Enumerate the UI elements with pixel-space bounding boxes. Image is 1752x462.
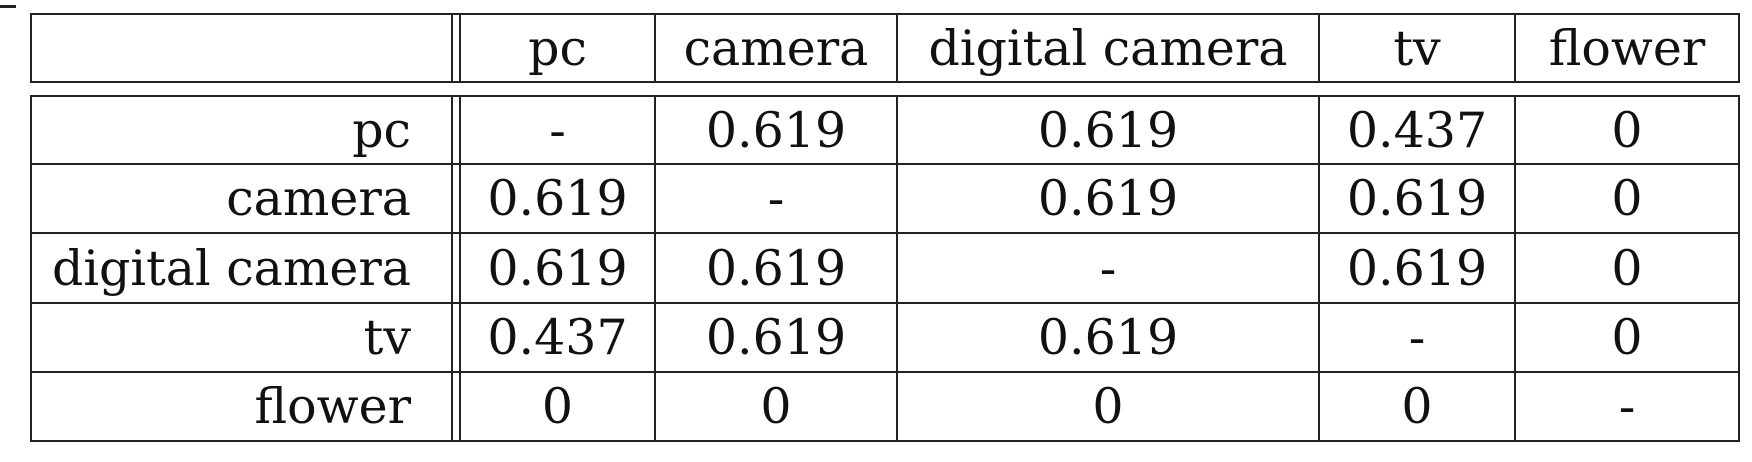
row-header-tv: tv bbox=[363, 309, 411, 366]
table-cell: 0.619 bbox=[1037, 170, 1179, 227]
table-cell: 0 bbox=[1092, 378, 1124, 435]
column-header-camera: camera bbox=[683, 19, 869, 77]
table-top-rule bbox=[30, 13, 1740, 15]
column-rule bbox=[1514, 13, 1516, 83]
row-separator bbox=[30, 232, 1740, 234]
row-header-camera: camera bbox=[226, 170, 411, 227]
table-cell: 0 bbox=[1611, 170, 1643, 227]
row-separator bbox=[30, 371, 1740, 373]
table-cell: 0.619 bbox=[705, 101, 847, 159]
header-bottom-rule bbox=[30, 81, 1740, 83]
column-rule bbox=[896, 13, 898, 83]
row-header-pc: pc bbox=[352, 101, 411, 159]
stub-double-rule-b bbox=[459, 13, 461, 83]
row-header-flower: flower bbox=[254, 378, 411, 435]
table-cell: 0.437 bbox=[1346, 101, 1488, 159]
table-cell: 0.619 bbox=[705, 239, 847, 297]
column-rule bbox=[1318, 13, 1320, 83]
table-right-rule bbox=[1738, 95, 1740, 442]
column-rule bbox=[896, 95, 898, 442]
table-cell: - bbox=[1408, 309, 1426, 366]
table-cell: 0.619 bbox=[487, 239, 628, 297]
table-cell: 0.619 bbox=[487, 170, 628, 227]
column-header-tv: tv bbox=[1393, 19, 1441, 77]
column-rule bbox=[1318, 95, 1320, 442]
column-header-pc: pc bbox=[528, 19, 587, 77]
column-header-flower: flower bbox=[1548, 19, 1706, 77]
column-rule bbox=[1514, 95, 1516, 442]
stub-double-rule-a bbox=[451, 95, 453, 442]
column-rule bbox=[654, 95, 656, 442]
body-top-rule bbox=[30, 95, 1740, 97]
column-rule bbox=[654, 13, 656, 83]
stub-double-rule-b bbox=[459, 95, 461, 442]
table-cell: - bbox=[767, 170, 785, 227]
table-cell: 0.619 bbox=[1346, 239, 1488, 297]
table-cell: 0 bbox=[1401, 378, 1433, 435]
table-cell: 0.619 bbox=[1037, 101, 1179, 159]
cropped-caption-fragment bbox=[0, 0, 16, 8]
table-cell: 0.437 bbox=[487, 309, 628, 366]
similarity-table: pc camera digital camera tv flower pc - … bbox=[30, 0, 1740, 462]
row-header-digital-camera: digital camera bbox=[52, 239, 411, 297]
table-cell: 0.619 bbox=[1346, 170, 1488, 227]
table-cell: 0 bbox=[1611, 239, 1643, 297]
table-bottom-rule bbox=[30, 440, 1740, 442]
table-cell: - bbox=[549, 101, 566, 159]
stub-double-rule-a bbox=[451, 13, 453, 83]
row-separator bbox=[30, 163, 1740, 165]
table-cell: 0 bbox=[541, 378, 574, 435]
table-cell: - bbox=[1618, 378, 1636, 435]
row-separator bbox=[30, 302, 1740, 304]
table-cell: 0 bbox=[1611, 101, 1643, 159]
table-cell: 0 bbox=[1611, 309, 1643, 366]
table-left-rule bbox=[30, 13, 32, 83]
table-left-rule bbox=[30, 95, 32, 442]
table-cell: 0.619 bbox=[1037, 309, 1179, 366]
table-cell: 0.619 bbox=[705, 309, 847, 366]
table-cell: 0 bbox=[760, 378, 792, 435]
table-right-rule bbox=[1738, 13, 1740, 83]
table-cell: - bbox=[1099, 239, 1117, 297]
column-header-digital-camera: digital camera bbox=[928, 19, 1288, 77]
